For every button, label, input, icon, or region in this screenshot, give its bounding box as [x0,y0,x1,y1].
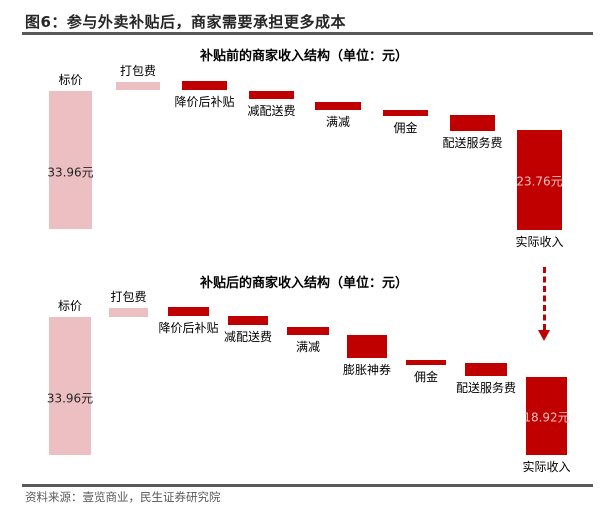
chart-after-title: 补贴后的商家收入结构（单位：元） [199,276,408,291]
waterfall-bar-delivery-fee-cut: 减配送费 [247,91,296,118]
waterfall-bar-commission: 佣金 [383,110,428,135]
bar-label-inflated-coupon: 膨胀神券 [342,363,392,377]
bar-label-post-discount-subsidy: 降价后补贴 [158,321,219,335]
bar-value-list-price: 33.96元 [47,165,94,180]
arrow-head-icon [538,330,550,341]
bar-label-commission: 佣金 [393,121,418,135]
waterfall-bar-inflated-coupon: 膨胀神券 [343,335,391,377]
waterfall-bar-list-price: 标价 33.96元 [47,73,94,229]
waterfall-bar-packaging-fee: 打包费 [116,64,160,90]
bar-label-actual-income: 实际收入 [515,235,564,249]
waterfall-bar-full-reduction: 满减 [315,102,361,129]
footer-rule [22,484,593,487]
waterfall-bar-post-discount-subsidy: 降价后补贴 [174,81,235,109]
bar-value-actual-income: 18.92元 [523,410,570,425]
bar-label-actual-income: 实际收入 [522,460,571,474]
source-note: 资料来源：壹览商业，民生证券研究院 [25,490,221,504]
waterfall-bar-commission: 佣金 [406,360,446,384]
bar-value-list-price: 33.96元 [46,391,94,406]
bar-label-full-reduction: 满减 [295,340,321,354]
waterfall-bar-actual-income: 实际收入 23.76元 [515,130,564,249]
bar-value-actual-income: 23.76元 [516,174,563,189]
bar-label-delivery-fee-cut: 减配送费 [247,104,296,118]
bar-label-delivery-service-fee: 配送服务费 [455,381,517,395]
waterfall-bar-full-reduction: 满减 [287,327,329,354]
waterfall-bar-packaging-fee: 打包费 [109,290,148,317]
waterfall-bar-list-price: 标价 33.96元 [46,299,94,455]
bar-label-commission: 佣金 [413,370,439,384]
waterfall-bar-delivery-service-fee: 配送服务费 [456,363,516,395]
bar-label-packaging-fee: 打包费 [119,64,157,78]
waterfall-bar-actual-income: 实际收入 18.92元 [522,377,571,474]
title-underline [22,32,593,35]
bar-label-full-reduction: 满减 [325,115,351,129]
waterfall-bar-post-discount-subsidy: 降价后补贴 [158,307,219,335]
bar-label-list-price: 标价 [57,299,83,313]
waterfall-bar-delivery-fee-cut: 减配送费 [224,316,272,344]
figure-title: 图6：参与外卖补贴后，商家需要承担更多成本 [25,13,346,31]
chart-before-title: 补贴前的商家收入结构（单位：元） [199,49,408,64]
waterfall-bar-delivery-service-fee: 配送服务费 [442,115,503,150]
bar-label-delivery-service-fee: 配送服务费 [442,136,503,150]
bar-label-post-discount-subsidy: 降价后补贴 [174,95,235,109]
arrow-dashed-line-icon [543,267,546,330]
bar-label-delivery-fee-cut: 减配送费 [223,330,273,344]
bar-label-list-price: 标价 [58,73,83,87]
